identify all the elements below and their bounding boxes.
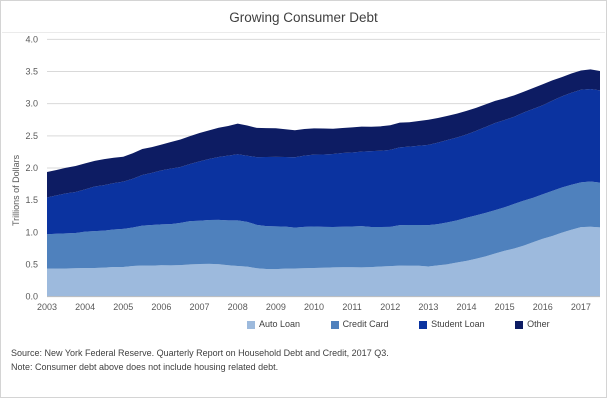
svg-text:2.0: 2.0 [25, 163, 38, 173]
svg-text:1.0: 1.0 [25, 227, 38, 237]
svg-text:2004: 2004 [75, 302, 95, 312]
svg-text:3.0: 3.0 [25, 99, 38, 109]
svg-text:2010: 2010 [304, 302, 324, 312]
svg-text:2003: 2003 [37, 302, 57, 312]
svg-text:2009: 2009 [266, 302, 286, 312]
svg-text:2016: 2016 [533, 302, 553, 312]
svg-text:2015: 2015 [495, 302, 515, 312]
svg-text:2013: 2013 [418, 302, 438, 312]
svg-text:1.5: 1.5 [25, 195, 38, 205]
svg-text:2005: 2005 [113, 302, 133, 312]
svg-text:2011: 2011 [342, 302, 361, 312]
svg-text:2008: 2008 [228, 302, 248, 312]
svg-text:2012: 2012 [380, 302, 400, 312]
svg-text:0.0: 0.0 [25, 292, 38, 302]
svg-text:4.0: 4.0 [25, 34, 38, 44]
svg-text:2014: 2014 [457, 302, 477, 312]
svg-text:2017: 2017 [571, 302, 591, 312]
svg-text:2007: 2007 [190, 302, 210, 312]
svg-text:2.5: 2.5 [25, 131, 38, 141]
svg-text:2006: 2006 [151, 302, 171, 312]
svg-text:0.5: 0.5 [25, 259, 38, 269]
svg-text:3.5: 3.5 [25, 67, 38, 77]
